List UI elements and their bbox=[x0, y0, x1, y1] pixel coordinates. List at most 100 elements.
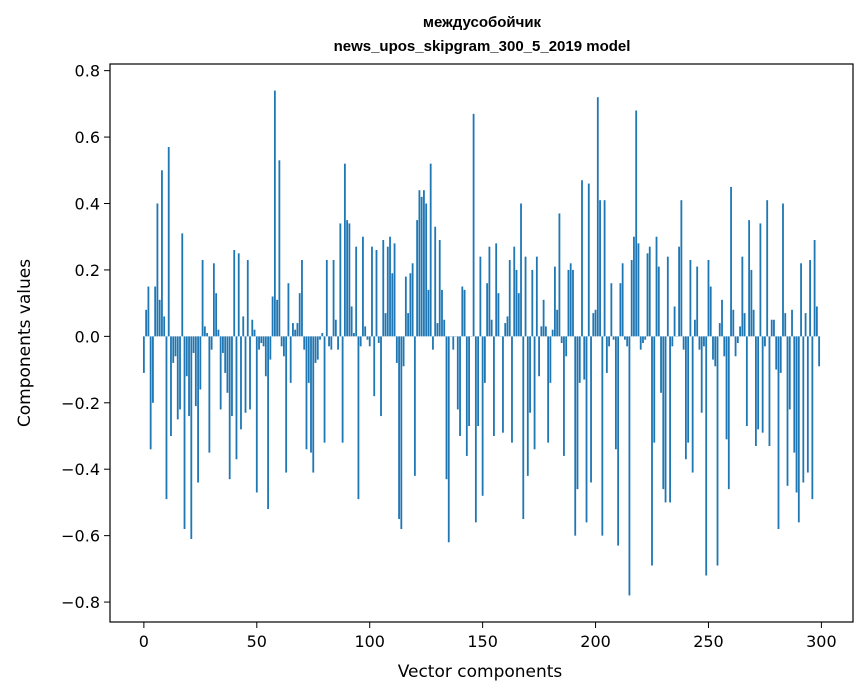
bar bbox=[508, 259, 511, 337]
bar bbox=[637, 243, 640, 337]
bar bbox=[578, 336, 581, 383]
bar bbox=[538, 336, 540, 377]
bar bbox=[734, 336, 737, 357]
bar bbox=[483, 336, 486, 383]
bar bbox=[553, 266, 556, 337]
bar bbox=[145, 309, 148, 337]
bar bbox=[599, 200, 601, 337]
bar bbox=[183, 336, 186, 529]
bar bbox=[192, 336, 195, 353]
bar bbox=[298, 293, 301, 337]
bar bbox=[427, 289, 430, 337]
bar bbox=[194, 336, 197, 407]
bar bbox=[441, 289, 443, 337]
bar bbox=[161, 170, 163, 337]
bar bbox=[413, 336, 416, 476]
bar bbox=[163, 316, 166, 337]
bar bbox=[748, 220, 751, 337]
bar bbox=[181, 233, 184, 337]
bar bbox=[601, 336, 604, 536]
bar bbox=[727, 336, 730, 490]
bar bbox=[294, 329, 297, 337]
bar bbox=[493, 336, 495, 436]
bar bbox=[296, 323, 299, 337]
bar bbox=[154, 286, 157, 337]
bar bbox=[434, 226, 437, 337]
bar bbox=[222, 336, 224, 353]
bar bbox=[323, 336, 326, 443]
bar bbox=[768, 336, 771, 446]
bar bbox=[233, 250, 236, 337]
bar bbox=[526, 336, 529, 476]
bar bbox=[224, 336, 227, 373]
bar bbox=[698, 336, 701, 350]
bar bbox=[190, 336, 193, 539]
bar bbox=[540, 326, 543, 337]
bar bbox=[314, 336, 317, 363]
bar bbox=[368, 336, 371, 347]
bar bbox=[215, 293, 218, 337]
bar bbox=[671, 336, 674, 347]
bar bbox=[653, 336, 656, 443]
bar bbox=[757, 336, 760, 430]
bar bbox=[802, 336, 805, 483]
bar bbox=[400, 336, 403, 529]
bar bbox=[581, 180, 583, 337]
bar bbox=[664, 336, 667, 503]
bar bbox=[761, 336, 764, 433]
bar bbox=[569, 263, 572, 337]
bar bbox=[149, 336, 152, 450]
bar bbox=[795, 336, 798, 493]
bar bbox=[201, 259, 204, 337]
bar bbox=[614, 336, 617, 450]
bar bbox=[511, 336, 513, 443]
bar bbox=[703, 336, 705, 347]
x-tick-label: 150 bbox=[467, 632, 498, 651]
bar bbox=[343, 163, 346, 337]
bar bbox=[305, 336, 308, 450]
bar bbox=[628, 336, 631, 596]
bar bbox=[788, 336, 791, 410]
x-tick-label: 300 bbox=[806, 632, 837, 651]
bar bbox=[694, 319, 696, 337]
bar bbox=[362, 236, 364, 337]
bar bbox=[488, 246, 491, 337]
bar bbox=[639, 336, 642, 350]
bar bbox=[775, 336, 778, 370]
x-axis-label: Vector components bbox=[398, 662, 563, 682]
bar bbox=[750, 269, 753, 337]
bar bbox=[447, 336, 450, 543]
bar bbox=[436, 323, 439, 337]
y-tick-label: −0.8 bbox=[61, 593, 100, 612]
bar bbox=[624, 336, 626, 340]
bar bbox=[666, 256, 669, 337]
bar bbox=[346, 220, 349, 337]
bar bbox=[237, 253, 240, 337]
bar bbox=[678, 246, 681, 337]
bar bbox=[465, 336, 468, 456]
bar bbox=[610, 283, 613, 337]
x-tick-label: 200 bbox=[580, 632, 611, 651]
bar bbox=[303, 336, 306, 350]
y-tick-label: 0.6 bbox=[75, 128, 100, 147]
bar bbox=[705, 336, 708, 576]
bar bbox=[479, 256, 482, 337]
bar bbox=[170, 336, 172, 436]
y-tick-label: 0.4 bbox=[75, 195, 100, 214]
bar bbox=[425, 203, 428, 337]
bar bbox=[355, 246, 358, 337]
bar bbox=[592, 313, 595, 337]
bar bbox=[745, 336, 748, 427]
bar bbox=[590, 336, 592, 483]
bar bbox=[551, 329, 554, 337]
bar bbox=[319, 336, 321, 340]
bar bbox=[240, 336, 242, 430]
bar bbox=[544, 326, 547, 337]
bar bbox=[572, 269, 574, 337]
bar bbox=[332, 259, 335, 337]
bar bbox=[321, 333, 324, 337]
bar bbox=[513, 246, 516, 337]
bar bbox=[185, 336, 188, 377]
bar bbox=[651, 336, 653, 566]
